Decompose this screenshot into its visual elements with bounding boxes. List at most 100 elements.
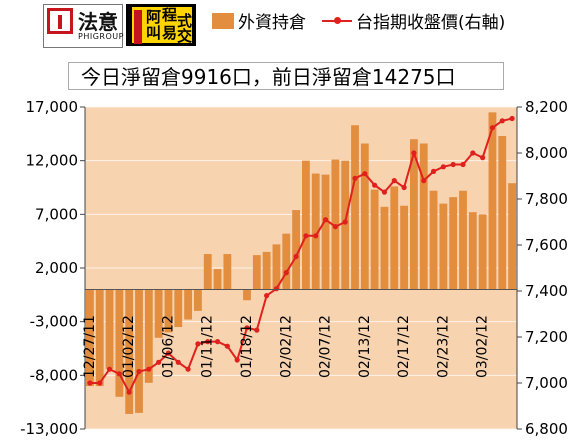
x-tick-label: 02/02/12 bbox=[278, 315, 294, 378]
price-point bbox=[224, 343, 230, 349]
price-point bbox=[332, 224, 338, 230]
price-point bbox=[313, 233, 319, 239]
left-tick-label: -3,000 bbox=[30, 313, 78, 331]
line-series bbox=[87, 115, 515, 395]
x-tick-label: 01/18/12 bbox=[239, 315, 255, 378]
right-tick-label: 7,000 bbox=[525, 374, 568, 392]
logo-char: 叫 bbox=[146, 24, 162, 42]
bar bbox=[174, 289, 183, 328]
bar bbox=[429, 190, 438, 290]
x-tick-label: 01/02/12 bbox=[121, 315, 137, 378]
price-point bbox=[185, 366, 191, 372]
price-point bbox=[106, 366, 113, 372]
bar bbox=[302, 160, 310, 290]
left-tick-label: 12,000 bbox=[26, 152, 79, 170]
price-point bbox=[391, 178, 397, 184]
bar bbox=[351, 125, 359, 290]
bar bbox=[95, 289, 104, 387]
bar bbox=[223, 254, 232, 290]
bar bbox=[282, 233, 291, 290]
line-legend-label: 台指期收盤價(右軸) bbox=[356, 13, 506, 33]
logo-char: 阿 bbox=[146, 8, 162, 26]
logo-char: 易 bbox=[162, 24, 178, 42]
program-trading-logo: 阿 叫 程 式 易 交 bbox=[126, 4, 196, 46]
logo-subtitle: PHIGROUP bbox=[78, 32, 124, 41]
price-point bbox=[470, 150, 476, 156]
x-tick-label: 02/07/12 bbox=[318, 315, 334, 378]
price-point bbox=[165, 350, 172, 356]
x-tick-label: 02/13/12 bbox=[357, 315, 373, 378]
left-tick-label: 7,000 bbox=[35, 205, 78, 223]
bar bbox=[115, 289, 124, 397]
logo-char: 交 bbox=[177, 27, 193, 45]
x-tick-label: 01/11/12 bbox=[200, 315, 216, 378]
bar bbox=[390, 186, 399, 290]
bar bbox=[262, 251, 271, 290]
program-trading-logo-panel: 阿 叫 程 式 易 交 bbox=[132, 6, 193, 45]
right-tick-label: 8,000 bbox=[525, 144, 568, 162]
bar bbox=[272, 244, 281, 290]
bar bbox=[478, 214, 487, 290]
price-point bbox=[489, 125, 496, 131]
price-point bbox=[303, 233, 309, 239]
price-point bbox=[293, 253, 299, 260]
left-tick-label: -8,000 bbox=[30, 366, 78, 384]
chart-legend: 外資持倉 台指期收盤價(右軸) bbox=[212, 8, 505, 33]
price-point bbox=[205, 339, 211, 345]
bar bbox=[154, 289, 163, 338]
bar bbox=[292, 210, 300, 290]
bar bbox=[252, 255, 261, 290]
bar bbox=[144, 289, 153, 383]
price-point bbox=[214, 339, 221, 345]
price-point bbox=[195, 341, 201, 347]
price-point bbox=[430, 168, 437, 174]
price-point bbox=[244, 325, 250, 331]
bar bbox=[105, 289, 114, 369]
bar bbox=[439, 203, 448, 290]
right-tick-label: 7,200 bbox=[525, 328, 568, 346]
bar bbox=[321, 174, 330, 290]
price-point bbox=[509, 115, 515, 122]
bar bbox=[135, 289, 143, 413]
bar bbox=[243, 289, 251, 301]
phigroup-logo: 法意 PHIGROUP bbox=[43, 4, 123, 48]
price-point bbox=[460, 161, 466, 168]
price-point bbox=[254, 327, 260, 333]
bar bbox=[419, 143, 428, 290]
price-point bbox=[362, 171, 368, 177]
bar bbox=[508, 183, 516, 290]
bar bbox=[125, 289, 134, 414]
price-point bbox=[273, 286, 280, 292]
price-point bbox=[352, 175, 358, 181]
bar bbox=[468, 212, 477, 290]
price-point bbox=[421, 178, 427, 184]
right-tick-label: 8,200 bbox=[525, 98, 568, 116]
bar bbox=[449, 197, 458, 290]
price-point bbox=[283, 270, 289, 276]
price-point bbox=[381, 189, 388, 195]
left-tick-label: 2,000 bbox=[35, 259, 78, 277]
bar bbox=[194, 289, 202, 311]
price-point bbox=[116, 371, 122, 377]
logo-char: 程 bbox=[162, 6, 178, 24]
price-point bbox=[499, 118, 505, 124]
bar bbox=[164, 289, 173, 333]
price-point bbox=[264, 293, 270, 299]
bar bbox=[86, 289, 94, 387]
right-tick-label: 7,400 bbox=[525, 282, 568, 300]
price-point bbox=[440, 164, 446, 170]
price-point bbox=[146, 366, 152, 372]
right-tick-label: 7,800 bbox=[525, 190, 568, 208]
bar bbox=[184, 289, 192, 320]
price-point bbox=[175, 359, 181, 365]
price-point bbox=[480, 155, 486, 161]
x-tick-label: 03/02/12 bbox=[475, 315, 491, 378]
right-tick-label: 6,800 bbox=[525, 420, 568, 438]
position-banner: 今日淨留倉9916口，前日淨留倉14275口 bbox=[68, 62, 504, 90]
x-tick-label: 12/27/11 bbox=[82, 315, 98, 378]
red-seal-icon bbox=[134, 10, 142, 44]
bar bbox=[410, 139, 418, 290]
bar bbox=[488, 112, 497, 290]
bar bbox=[311, 173, 320, 290]
